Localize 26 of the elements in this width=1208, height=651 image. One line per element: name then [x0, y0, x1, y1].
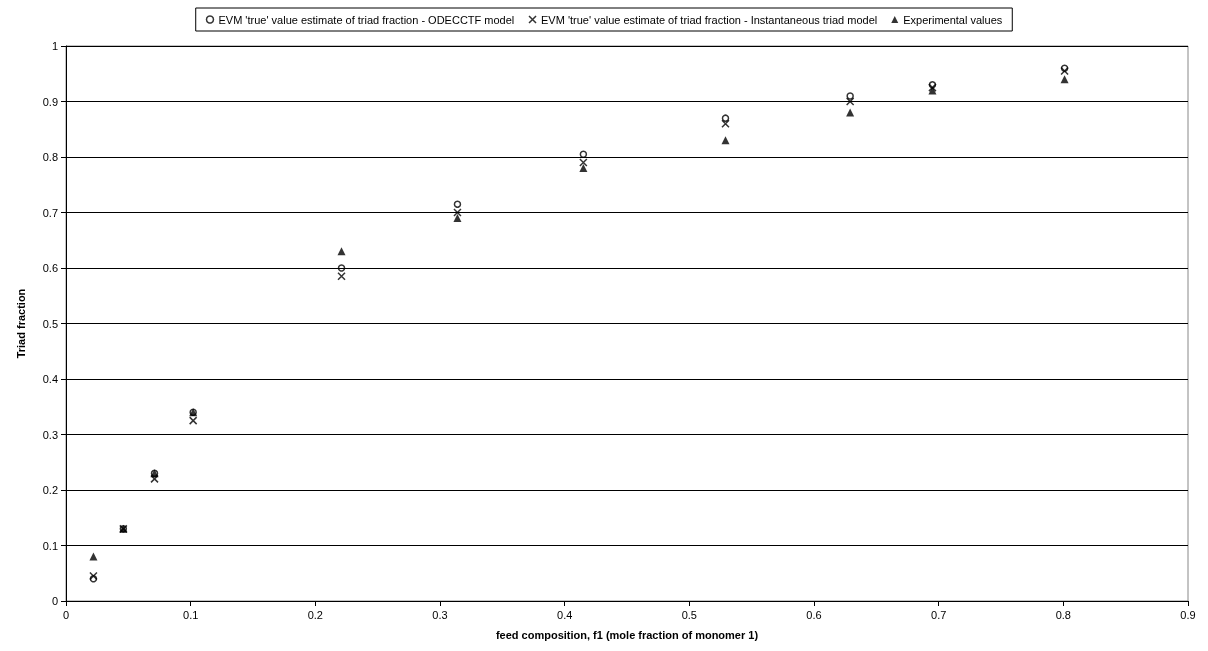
x-tick-label: 0.8 [1055, 608, 1071, 621]
y-tick-label: 0 [51, 595, 58, 607]
x-tick-label: 0 [62, 608, 70, 621]
legend-label: Experimental values [903, 13, 1003, 26]
legend-label: EVM 'true' value estimate of triad fraction - ODECCTF model [218, 13, 515, 26]
x-tick-label: 0.7 [931, 608, 947, 621]
y-tick-label: 0.2 [42, 484, 58, 496]
x-tick-label: 0.5 [681, 608, 697, 621]
y-tick-label: 0.3 [42, 428, 58, 441]
x-tick-label: 0.6 [806, 608, 822, 621]
y-tick-label: 0.9 [42, 95, 58, 108]
x-tick-label: 0.4 [557, 608, 573, 621]
x-tick-label: 0.3 [432, 608, 448, 621]
y-tick-label: 0.7 [42, 206, 58, 219]
x-axis-title: feed composition, f1 (mole fraction of monomer 1) [495, 628, 759, 641]
x-tick-label: 0.1 [183, 608, 199, 621]
y-tick-label: 0.6 [42, 262, 58, 274]
y-tick-label: 0.8 [42, 151, 58, 163]
y-tick-label: 1 [51, 40, 58, 52]
y-tick-label: 0.1 [42, 539, 58, 552]
legend-label: EVM 'true' value estimate of triad fraction - Instantaneous triad model [541, 13, 878, 26]
y-axis-title: Triad fraction [14, 288, 27, 359]
x-tick-label: 0.2 [307, 608, 323, 621]
y-tick-label: 0.5 [42, 317, 58, 330]
x-tick-label: 0.9 [1180, 608, 1196, 621]
y-tick-label: 0.4 [42, 373, 58, 385]
